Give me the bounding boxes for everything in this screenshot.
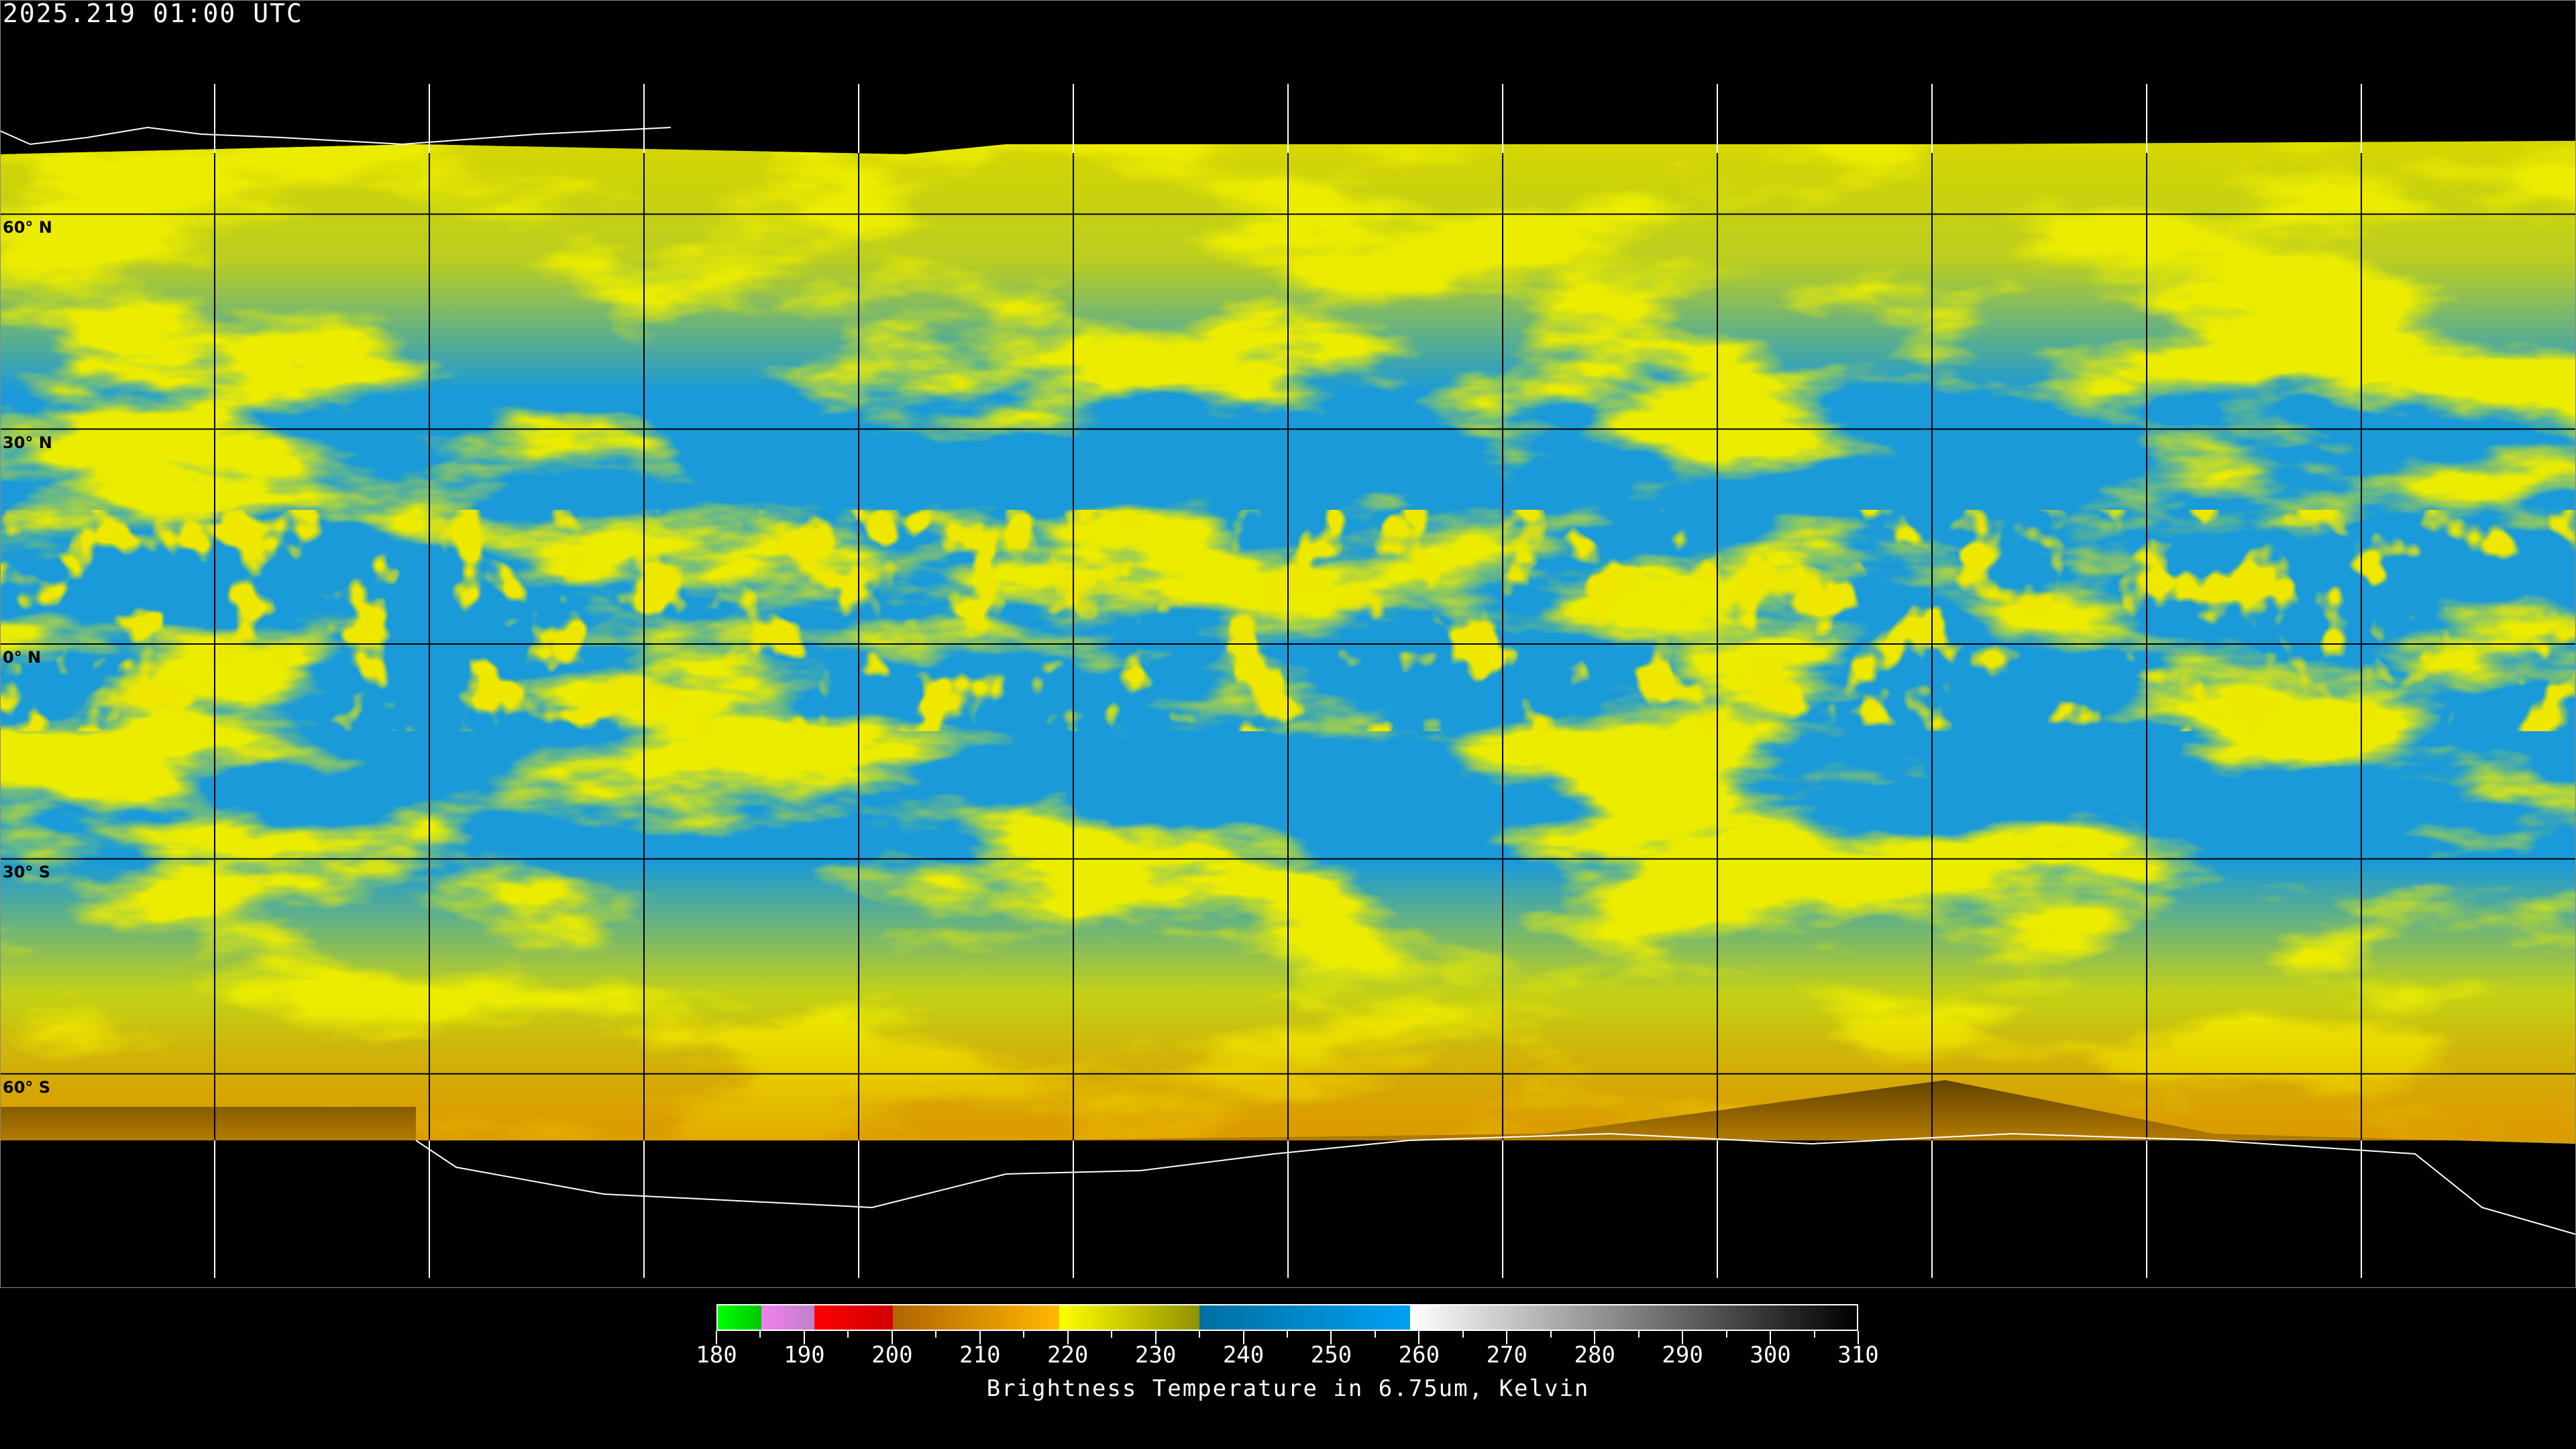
colorbar-tick xyxy=(1813,1331,1815,1338)
colorbar-tick xyxy=(1462,1331,1464,1338)
colorbar-tick xyxy=(803,1331,805,1344)
colorbar-tick-label: 260 xyxy=(1398,1342,1440,1368)
colorbar-tick xyxy=(1725,1331,1727,1338)
colorbar-segment xyxy=(1409,1305,1857,1330)
colorbar-tick xyxy=(1155,1331,1157,1344)
colorbar-tick xyxy=(759,1331,761,1338)
colorbar-tick xyxy=(1550,1331,1552,1338)
colorbar-segment xyxy=(814,1305,894,1330)
latitude-label: 60° N xyxy=(3,218,52,237)
latitude-label: 60° S xyxy=(3,1077,51,1097)
colorbar-tick xyxy=(1682,1331,1684,1344)
colorbar-tick-label: 250 xyxy=(1310,1342,1352,1368)
latitude-label: 0° N xyxy=(3,648,42,667)
colorbar-tick xyxy=(1858,1331,1859,1344)
colorbar-segment xyxy=(761,1305,814,1330)
latitude-label: 30° S xyxy=(3,863,51,882)
colorbar-tick xyxy=(1638,1331,1640,1338)
latitude-label: 30° N xyxy=(3,433,52,452)
colorbar-tick-label: 310 xyxy=(1837,1342,1879,1368)
colorbar-tick-label: 210 xyxy=(959,1342,1001,1368)
colorbar-tick xyxy=(1287,1331,1288,1338)
colorbar-tick xyxy=(1374,1331,1376,1338)
colorbar-tick xyxy=(1770,1331,1772,1344)
colorbar-tick xyxy=(891,1331,893,1344)
colorbar-ticks xyxy=(716,1331,1859,1344)
colorbar-tick-label: 220 xyxy=(1046,1342,1089,1368)
colorbar-tick xyxy=(716,1331,717,1344)
colorbar-tick xyxy=(935,1331,937,1338)
colorbar-tick xyxy=(1594,1331,1596,1344)
colorbar-tick xyxy=(979,1331,981,1344)
graticule xyxy=(0,84,2576,1278)
colorbar-tick-label: 300 xyxy=(1750,1342,1791,1368)
colorbar-tick xyxy=(1330,1331,1332,1344)
colorbar-segment xyxy=(1059,1305,1200,1330)
colorbar xyxy=(716,1304,1858,1331)
colorbar-tick-label: 270 xyxy=(1486,1342,1528,1368)
colorbar-tick xyxy=(1418,1331,1420,1344)
colorbar-tick xyxy=(1506,1331,1508,1344)
colorbar-segment xyxy=(893,1305,1060,1330)
colorbar-tick xyxy=(1111,1331,1113,1338)
coastlines-polar xyxy=(0,126,2576,1235)
colorbar-tick-label: 280 xyxy=(1574,1342,1615,1368)
colorbar-tick xyxy=(1023,1331,1025,1338)
colorbar-tick-label: 190 xyxy=(784,1342,825,1368)
colorbar-tick-label: 290 xyxy=(1662,1342,1703,1368)
colorbar-segment xyxy=(718,1305,762,1330)
timestamp: 2025.219 01:00 UTC xyxy=(3,0,303,28)
colorbar-tick-label: 200 xyxy=(871,1342,913,1368)
colorbar-tick xyxy=(1199,1331,1201,1338)
colorbar-tick xyxy=(1067,1331,1069,1344)
colorbar-title: Brightness Temperature in 6.75um, Kelvin xyxy=(986,1375,1590,1402)
colorbar-tick xyxy=(1242,1331,1244,1344)
colorbar-tick xyxy=(847,1331,849,1338)
colorbar-tick-label: 230 xyxy=(1134,1342,1177,1368)
colorbar-tick-label: 240 xyxy=(1222,1342,1265,1368)
colorbar-tick-label: 180 xyxy=(696,1342,737,1368)
water-vapor-map xyxy=(0,84,2576,1278)
colorbar-segment xyxy=(1199,1305,1410,1330)
